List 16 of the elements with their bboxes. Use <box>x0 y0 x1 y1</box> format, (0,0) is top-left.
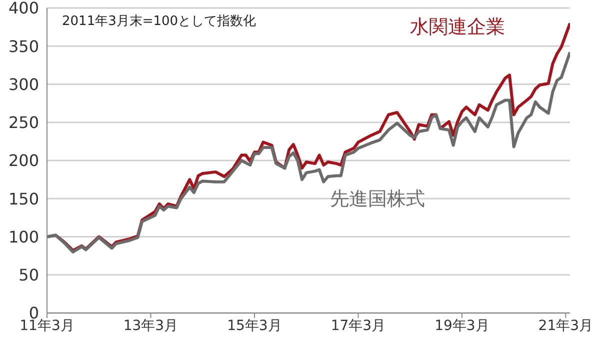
x-tick-label: 21年3月 <box>538 318 594 334</box>
x-tick-label: 15年3月 <box>227 318 282 334</box>
y-tick-label: 150 <box>8 189 39 208</box>
y-tick-label: 300 <box>8 74 39 94</box>
y-tick-label: 400 <box>8 0 39 18</box>
y-tick-label: 350 <box>8 36 39 56</box>
x-tick-label: 17年3月 <box>330 318 386 334</box>
y-tick-label: 50 <box>18 266 39 285</box>
series-label: 水関連企業 <box>410 15 505 40</box>
y-tick-label: 250 <box>8 113 39 132</box>
series-label: 先進国株式 <box>330 187 425 212</box>
annotation: 2011年3月末=100として指数化 <box>62 13 256 30</box>
x-tick-label: 13年3月 <box>123 318 178 334</box>
y-tick-label: 200 <box>8 151 39 170</box>
x-tick-label: 19年3月 <box>434 318 490 334</box>
y-tick-label: 100 <box>8 227 39 246</box>
